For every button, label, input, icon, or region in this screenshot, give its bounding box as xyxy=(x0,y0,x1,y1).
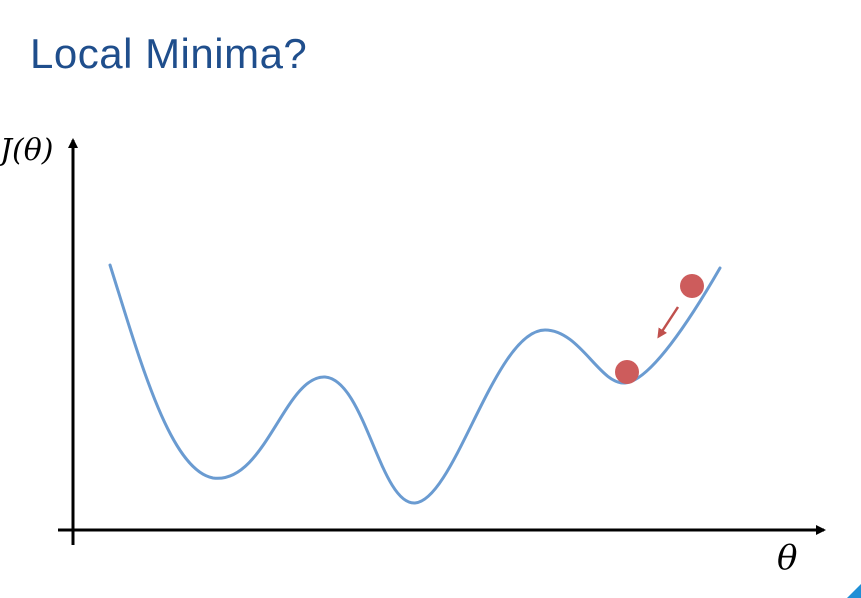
slide-title: Local Minima? xyxy=(30,30,308,77)
descent-arrow xyxy=(657,306,680,339)
corner-accent-shape xyxy=(847,584,861,598)
y-axis-label: J(θ) xyxy=(0,133,54,168)
ball-upper xyxy=(680,274,704,298)
cost-curve xyxy=(108,263,722,505)
x-axis-label: θ xyxy=(777,538,798,578)
ball-at-local-minimum xyxy=(615,360,639,384)
